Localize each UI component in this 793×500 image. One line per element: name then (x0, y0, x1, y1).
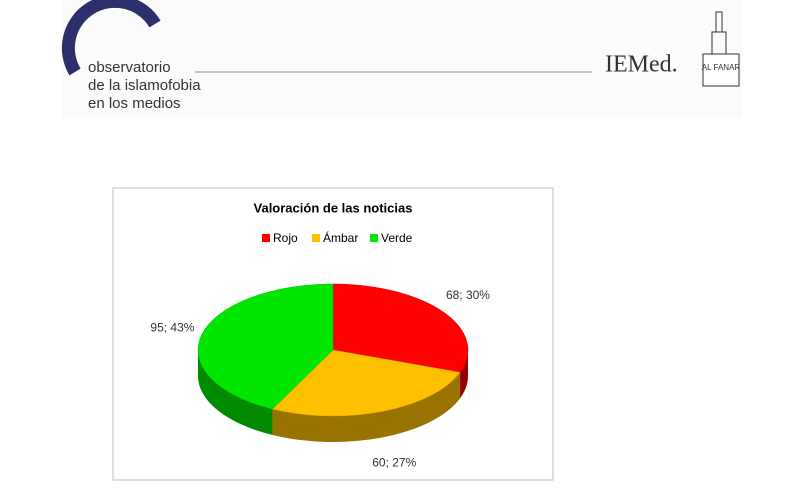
slice (197, 283, 334, 410)
legend-swatch (370, 234, 378, 242)
legend-label: Rojo (273, 231, 298, 245)
data-label: 60; 27% (372, 455, 416, 469)
slice (271, 349, 461, 417)
legend-swatch (262, 234, 270, 242)
chart-title: Valoración de las noticias (254, 200, 413, 215)
slice-side (198, 350, 273, 435)
data-label: 68; 30% (446, 288, 490, 302)
logo-arc (61, 0, 161, 76)
legend-label: Verde (381, 231, 413, 245)
legend-swatch (312, 234, 320, 242)
logo-text: de la islamofobia (88, 77, 201, 94)
chart: Rojo Ámbar Verde 68; 30% 60; 27% 95; 43% (150, 230, 490, 469)
partner-logo: IEMed. (605, 52, 678, 78)
logo-text: en los medios (88, 95, 181, 112)
slice-side (272, 372, 461, 442)
legend-label: Ámbar (323, 230, 358, 245)
header-band (62, 0, 742, 118)
slice (332, 283, 469, 373)
tower-icon (702, 11, 740, 87)
data-label: 95; 43% (150, 321, 194, 335)
logo-text: observatorio (88, 59, 171, 76)
partner-logo: AL FANAR (702, 63, 741, 72)
